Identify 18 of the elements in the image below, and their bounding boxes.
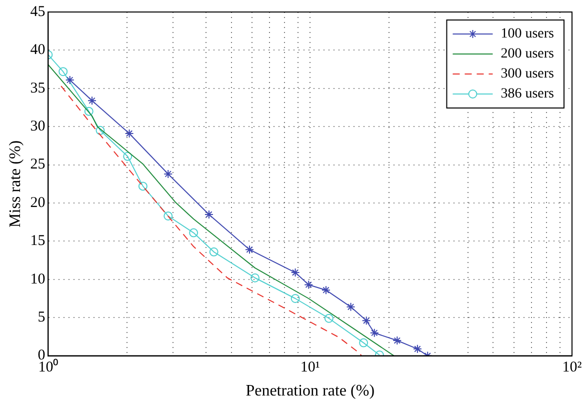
y-tick-label: 30 (30, 118, 46, 135)
y-axis-title: Miss rate (%) (6, 140, 24, 228)
x-tick-label: 10¹ (300, 360, 320, 376)
legend-label: 100 users (500, 26, 554, 42)
y-tick-label: 40 (30, 42, 46, 58)
y-tick-label: 45 (30, 4, 46, 20)
legend-label: 300 users (500, 66, 554, 82)
x-tick-label: 10⁰ (38, 358, 58, 376)
x-tick-label: 10² (562, 360, 582, 376)
y-tick-label: 25 (30, 156, 46, 173)
legend-label: 386 users (500, 86, 554, 102)
y-tick-label: 35 (30, 80, 46, 96)
y-tick-label: 5 (38, 310, 46, 326)
y-tick-label: 15 (30, 233, 46, 250)
x-axis-title: Penetration rate (%) (246, 382, 375, 400)
y-tick-label: 20 (30, 194, 46, 211)
y-tick-label: 10 (30, 271, 46, 288)
legend-label: 200 users (500, 46, 554, 62)
